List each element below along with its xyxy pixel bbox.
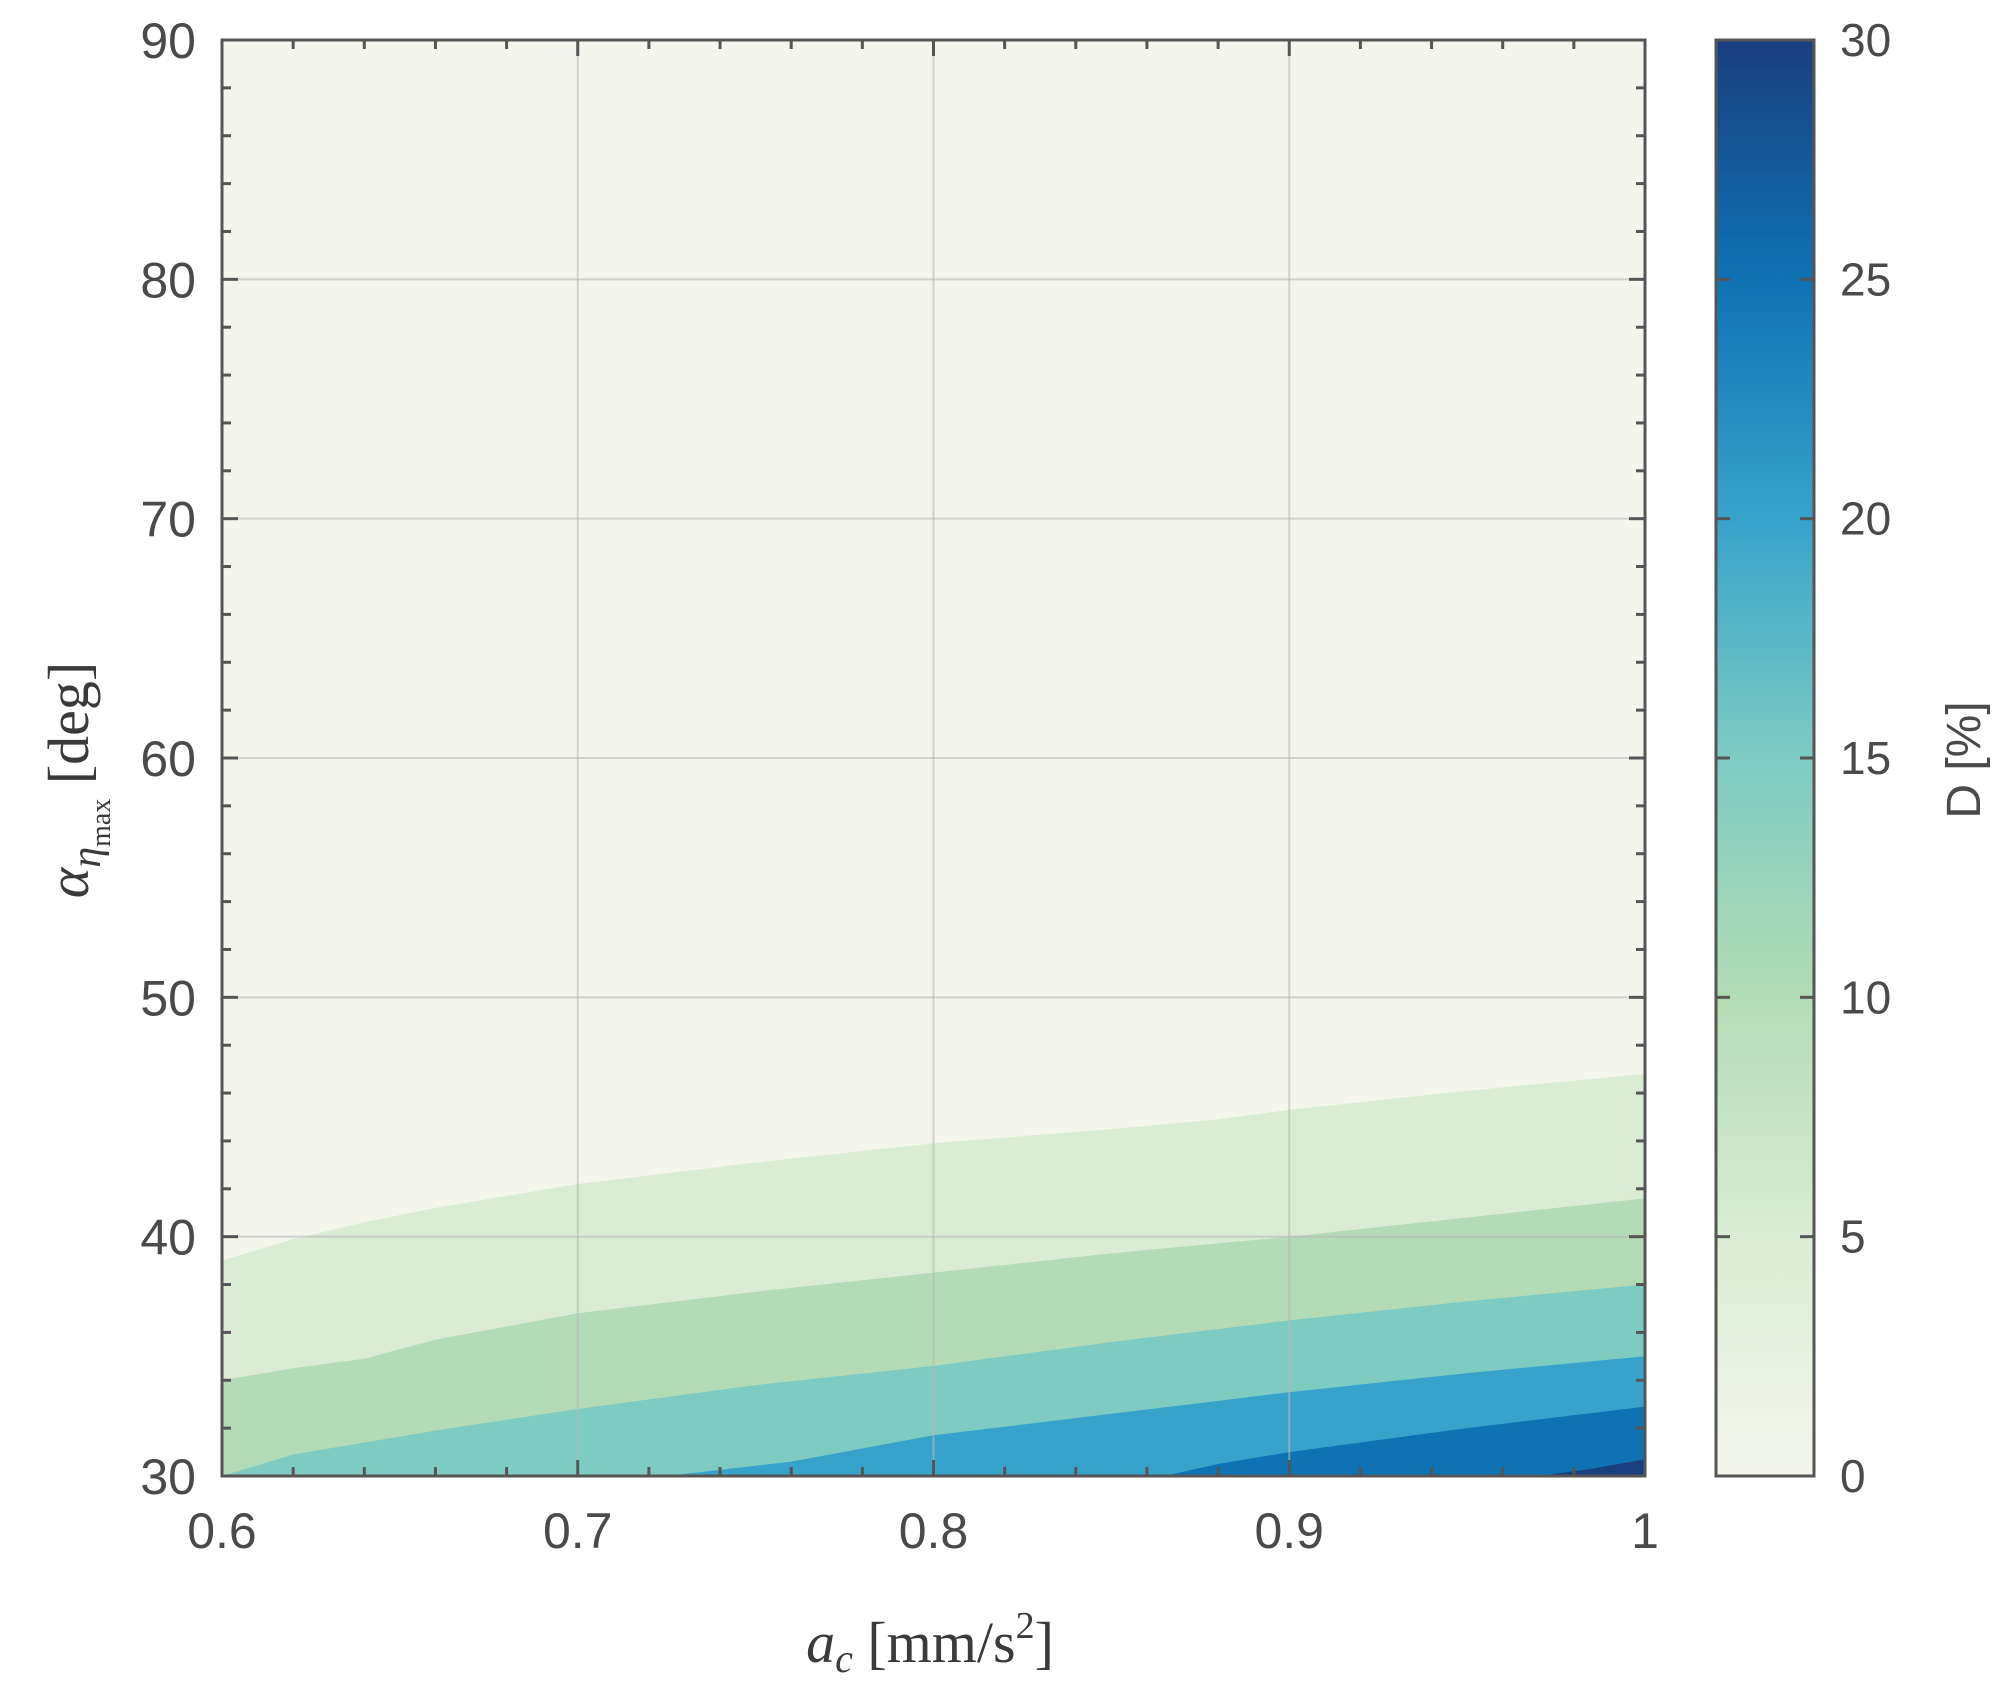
y-tick-label: 30 (140, 1449, 196, 1505)
colorbar (1714, 38, 1816, 1478)
x-tick-label: 0.8 (899, 1503, 969, 1559)
x-axis-unit: [mm/s (853, 1610, 1016, 1675)
x-tick-label: 0.7 (543, 1503, 613, 1559)
x-axis-subscript: c (835, 1636, 853, 1681)
x-axis-symbol: a (806, 1610, 835, 1675)
colorbar-tick-label: 10 (1840, 971, 1891, 1023)
y-axis-subsubscript: max (86, 799, 117, 847)
colorbar-title: D [%] (1938, 701, 1991, 818)
colorbar-tick-label: 30 (1840, 14, 1891, 66)
contour-band-30 (1538, 1459, 1645, 1476)
grid-lines (222, 40, 1645, 1476)
x-axis-title: ac [mm/s2] (806, 1605, 1054, 1681)
y-tick-label: 80 (140, 252, 196, 308)
axis-ticks (220, 38, 1647, 1478)
x-tick-label: 1 (1631, 1503, 1659, 1559)
colorbar-tick-label: 20 (1840, 493, 1891, 545)
y-axis-symbol: α (36, 866, 101, 898)
y-tick-label: 50 (140, 970, 196, 1026)
x-tick-label: 0.9 (1254, 1503, 1324, 1559)
x-tick-label: 0.6 (187, 1503, 257, 1559)
y-axis-unit: [deg] (36, 662, 101, 799)
y-tick-label: 90 (140, 13, 196, 69)
contour-band-25 (1164, 1406, 1645, 1476)
y-tick-label: 70 (140, 492, 196, 548)
y-tick-label: 40 (140, 1210, 196, 1266)
y-axis-subscript: η (64, 847, 110, 868)
x-axis-unit-superscript: 2 (1016, 1605, 1035, 1647)
colorbar-tick-labels: 0 5 10 15 20 25 30 (1840, 14, 1891, 1502)
y-axis-title: αηmax [deg] (36, 662, 117, 898)
colorbar-tick-label: 25 (1840, 253, 1891, 305)
y-tick-labels: 30 40 50 60 70 80 90 (140, 13, 196, 1505)
x-axis-unit-close: ] (1035, 1610, 1054, 1675)
y-tick-label: 60 (140, 731, 196, 787)
colorbar-ticks (1716, 38, 1814, 1478)
colorbar-tick-label: 15 (1840, 732, 1891, 784)
x-tick-labels: 0.6 0.7 0.8 0.9 1 (187, 1503, 1659, 1559)
colorbar-tick-label: 0 (1840, 1450, 1866, 1502)
colorbar-tick-label: 5 (1840, 1211, 1866, 1263)
